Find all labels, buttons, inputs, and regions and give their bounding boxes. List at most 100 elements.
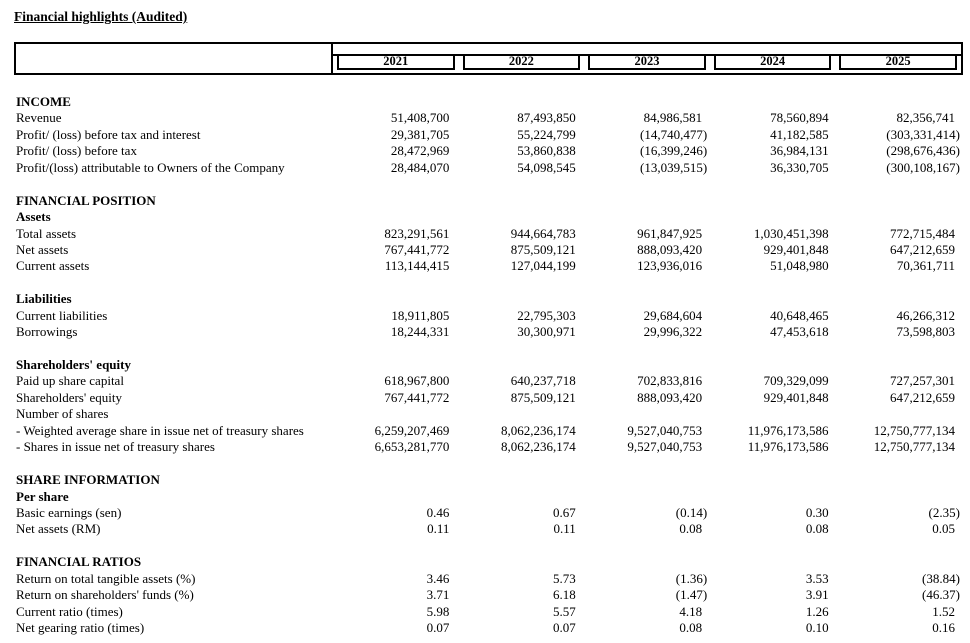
table-row: Basic earnings (sen) 0.46 0.67 (0.14) 0.30 (2… xyxy=(14,505,963,521)
value-cell: 29,381,705 xyxy=(390,126,450,142)
spacer-row xyxy=(14,456,963,472)
value-cell: 944,664,783 xyxy=(510,225,576,241)
row-label: Paid up share capital xyxy=(16,373,124,389)
row-label: Shareholders' equity xyxy=(16,389,122,405)
value-cell: 51,408,700 xyxy=(390,110,450,126)
value-cell: 28,472,969 xyxy=(390,143,450,159)
value-cell: 3.71 xyxy=(426,587,450,603)
section-row: FINANCIAL RATIOS xyxy=(14,554,963,570)
row-label: Return on total tangible assets (%) xyxy=(16,570,196,586)
value-cell: 0.08 xyxy=(679,620,703,635)
value-cell: 40,648,465 xyxy=(770,307,829,323)
row-label: Per share xyxy=(16,488,69,504)
value-cell: (300,108,167) xyxy=(886,159,960,175)
value-cell: 18,244,331 xyxy=(390,324,450,340)
value-cell: 3.46 xyxy=(426,570,450,586)
table-row: Current assets 113,144,415 127,044,199 123,… xyxy=(14,258,963,274)
value-cell: 29,684,604 xyxy=(643,307,703,323)
spacer-row xyxy=(14,538,963,554)
value-cell: 640,237,718 xyxy=(510,373,576,389)
section-row: FINANCIAL POSITION xyxy=(14,193,963,209)
value-cell: 30,300,971 xyxy=(517,324,576,340)
value-cell: 5.57 xyxy=(553,603,576,619)
table-row: Borrowings 18,244,331 30,300,971 29,996,322… xyxy=(14,324,963,340)
value-cell xyxy=(584,406,710,422)
section-row: SHARE INFORMATION xyxy=(14,472,963,488)
row-label: Net gearing ratio (times) xyxy=(16,620,145,635)
value-cell: 5.98 xyxy=(426,603,450,619)
value-cell: 8,062,236,174 xyxy=(501,422,576,438)
row-label: Assets xyxy=(16,209,51,225)
value-cell: 127,044,199 xyxy=(510,258,576,274)
value-cell: 54,098,545 xyxy=(517,159,576,175)
header-top-strip xyxy=(333,44,961,56)
subheading-row: Liabilities xyxy=(14,291,963,307)
value-cell: 929,401,848 xyxy=(763,389,829,405)
value-cell: 0.10 xyxy=(805,620,829,635)
value-cell: 767,441,772 xyxy=(384,389,450,405)
value-cell: 3.53 xyxy=(805,570,829,586)
page-title: Financial highlights (Audited) xyxy=(14,9,188,24)
value-cell: 0.16 xyxy=(932,620,955,635)
row-label: Current assets xyxy=(16,258,90,274)
row-label: Current liabilities xyxy=(16,307,108,323)
value-cell: 12,750,777,134 xyxy=(873,422,955,438)
value-cell: (2.35) xyxy=(928,504,960,520)
value-cell: 1.26 xyxy=(805,603,829,619)
value-cell: 0.08 xyxy=(679,521,703,537)
value-cell: 53,860,838 xyxy=(517,143,576,159)
value-cell: (0.14) xyxy=(675,504,708,520)
spacer-row xyxy=(14,176,963,192)
value-cell: 888,093,420 xyxy=(637,389,703,405)
value-cell: 82,356,741 xyxy=(896,110,955,126)
value-cell: 0.07 xyxy=(553,620,576,635)
value-cell: 70,361,711 xyxy=(896,258,955,274)
value-cell: (13,039,515) xyxy=(640,159,708,175)
table-row: Return on total tangible assets (%) 3.46 5… xyxy=(14,571,963,587)
table-row: Revenue 51,408,700 87,493,850 84,986,581 78,… xyxy=(14,110,963,126)
table-body: INCOME Revenue 51,408,700 87,493,850 84,986,… xyxy=(14,94,963,636)
value-cell: (298,676,436) xyxy=(886,143,960,159)
row-label: Net assets xyxy=(16,241,69,257)
value-cell: 6.18 xyxy=(553,587,576,603)
year-header-2022: 2022 xyxy=(462,55,581,70)
row-label: Revenue xyxy=(16,110,62,126)
value-cell: 702,833,816 xyxy=(637,373,703,389)
row-label: FINANCIAL RATIOS xyxy=(16,554,142,570)
spacer-row xyxy=(14,341,963,357)
value-cell: (46.37) xyxy=(922,587,960,603)
table-row: Net gearing ratio (times) 0.07 0.07 0.08 0.1… xyxy=(14,620,963,636)
value-cell: 87,493,850 xyxy=(517,110,576,126)
year-header-2025: 2025 xyxy=(839,55,957,70)
table-row: Paid up share capital 618,967,800 640,237,… xyxy=(14,373,963,389)
value-cell: 0.30 xyxy=(805,504,829,520)
value-cell: (14,740,477) xyxy=(640,126,708,142)
value-cell: 78,560,894 xyxy=(770,110,829,126)
value-cell: 123,936,016 xyxy=(637,258,703,274)
value-cell: 929,401,848 xyxy=(763,241,829,257)
value-cell: 1,030,451,398 xyxy=(753,225,829,241)
table-row: Profit/(loss) attributable to Owners of … xyxy=(14,160,963,176)
value-cell: 0.46 xyxy=(426,504,450,520)
value-cell: 0.07 xyxy=(426,620,450,635)
table-row: Return on shareholders' funds (%) 3.71 6.1… xyxy=(14,587,963,603)
value-cell: 772,715,484 xyxy=(889,225,955,241)
value-cell: 4.18 xyxy=(679,603,703,619)
table-row: Profit/ (loss) before tax 28,472,969 53,86… xyxy=(14,143,963,159)
value-cell: 28,484,070 xyxy=(390,159,450,175)
value-cell: 875,509,121 xyxy=(510,241,576,257)
spacer-row xyxy=(14,275,963,291)
value-cell: 55,224,799 xyxy=(517,126,576,142)
row-label: Net assets (RM) xyxy=(16,521,101,537)
table-row: Total assets 823,291,561 944,664,783 961,84… xyxy=(14,226,963,242)
row-label: Liabilities xyxy=(16,291,72,307)
value-cell: 22,795,303 xyxy=(517,307,576,323)
value-cell: 0.67 xyxy=(553,504,576,520)
subheading-row: Shareholders' equity xyxy=(14,357,963,373)
value-cell: 727,257,301 xyxy=(889,373,955,389)
value-cell: 647,212,659 xyxy=(889,389,955,405)
financial-highlights-document: Financial highlights (Audited) 2021 2022 2… xyxy=(0,9,970,643)
value-cell: 0.08 xyxy=(805,521,829,537)
value-cell: 36,330,705 xyxy=(770,159,829,175)
year-header-2023: 2023 xyxy=(588,55,706,70)
